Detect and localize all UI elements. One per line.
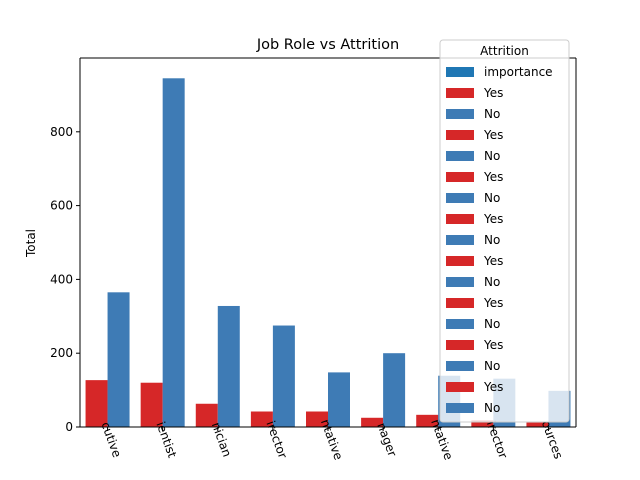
bar-no-4 (272, 325, 295, 427)
legend-swatch (446, 340, 474, 350)
legend-swatch (446, 67, 474, 77)
legend-swatch (446, 109, 474, 119)
legend-label: No (484, 317, 500, 331)
legend-label: No (484, 149, 500, 163)
legend-swatch (446, 319, 474, 329)
legend-label: Yes (483, 86, 503, 100)
legend-label: No (484, 107, 500, 121)
bar-yes-6 (361, 417, 384, 427)
legend-label: No (484, 359, 500, 373)
bar-no-5 (328, 372, 350, 427)
legend-label: No (484, 401, 500, 415)
y-tick-label: 400 (50, 272, 73, 286)
bar-no-2 (162, 78, 185, 428)
legend-label: Yes (483, 380, 503, 394)
bar-yes-1 (85, 380, 108, 427)
bar-yes-4 (250, 411, 273, 427)
legend-label: No (484, 233, 500, 247)
y-axis-label: Total (24, 229, 38, 258)
bar-yes-2 (140, 382, 163, 427)
y-tick-label: 800 (50, 125, 73, 139)
legend-swatch (446, 214, 474, 224)
legend-swatch (446, 361, 474, 371)
chart-title: Job Role vs Attrition (256, 37, 399, 53)
legend-label: importance (484, 65, 553, 79)
legend-label: Yes (483, 296, 503, 310)
legend-label: Yes (483, 254, 503, 268)
legend: Attrition importance Yes No Yes No Yes No Yes No Y… (439, 39, 570, 423)
legend-swatch (446, 256, 474, 266)
y-tick-label: 200 (50, 346, 73, 360)
y-tick-label: 0 (65, 420, 73, 434)
legend-swatch (446, 382, 474, 392)
bar-yes-8 (471, 420, 494, 427)
legend-swatch (446, 403, 474, 413)
legend-swatch (446, 298, 474, 308)
bar-yes-9 (526, 422, 549, 427)
legend-swatch (446, 88, 474, 98)
y-tick-label: 600 (50, 199, 73, 213)
legend-swatch (446, 193, 474, 203)
legend-label: Yes (483, 170, 503, 184)
legend-label: Yes (483, 128, 503, 142)
bar-no-3 (217, 305, 240, 427)
bar-no-6 (383, 353, 406, 427)
legend-swatch (446, 172, 474, 182)
legend-swatch (446, 235, 474, 245)
legend-label: No (484, 191, 500, 205)
legend-swatch (446, 277, 474, 287)
bar-yes-3 (195, 403, 218, 427)
bar-no-1 (107, 292, 130, 427)
bar-yes-5 (306, 411, 328, 427)
legend-label: Yes (483, 212, 503, 226)
legend-title: Attrition (480, 44, 529, 58)
legend-label: No (484, 275, 500, 289)
legend-label: Yes (483, 338, 503, 352)
legend-swatch (446, 151, 474, 161)
bar-yes-7 (416, 414, 439, 427)
legend-swatch (446, 130, 474, 140)
